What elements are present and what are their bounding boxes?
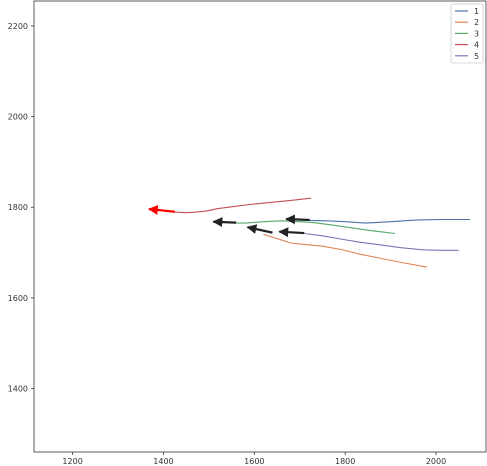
legend-label-3: 3 [474,29,479,38]
y-tick-label: 1400 [8,385,28,394]
y-axis-ticks: 1400 1600 1800 2000 2200 [8,22,34,394]
legend: 1 2 3 4 5 [450,3,484,64]
series-line-3 [236,220,396,235]
heading-arrow-2 [246,224,273,234]
x-tick-label: 1200 [62,457,82,466]
series-line-2 [263,233,427,268]
heading-arrow-5 [278,227,305,238]
heading-arrow-3 [212,217,237,228]
y-tick-label: 2200 [8,22,28,31]
series-line-1 [295,218,471,224]
x-tick-label: 1600 [244,457,264,466]
series-line-4 [167,197,312,214]
x-tick-label: 2000 [426,457,446,466]
x-axis-ticks: 1200 1400 1600 1800 2000 [62,452,446,466]
heading-arrow-1 [285,214,310,225]
legend-label-4: 4 [474,41,479,50]
legend-label-1: 1 [474,7,479,16]
legend-label-2: 2 [474,18,479,27]
y-tick-label: 2000 [8,113,28,122]
legend-label-5: 5 [474,52,479,61]
x-tick-label: 1400 [153,457,173,466]
series-line-5 [304,232,459,251]
heading-arrow-4 [147,205,175,215]
y-tick-label: 1800 [8,203,28,212]
series-lines [167,197,471,268]
heading-arrows [147,205,310,238]
x-tick-label: 1800 [335,457,355,466]
plot-frame [33,0,487,453]
y-tick-label: 1600 [8,294,28,303]
